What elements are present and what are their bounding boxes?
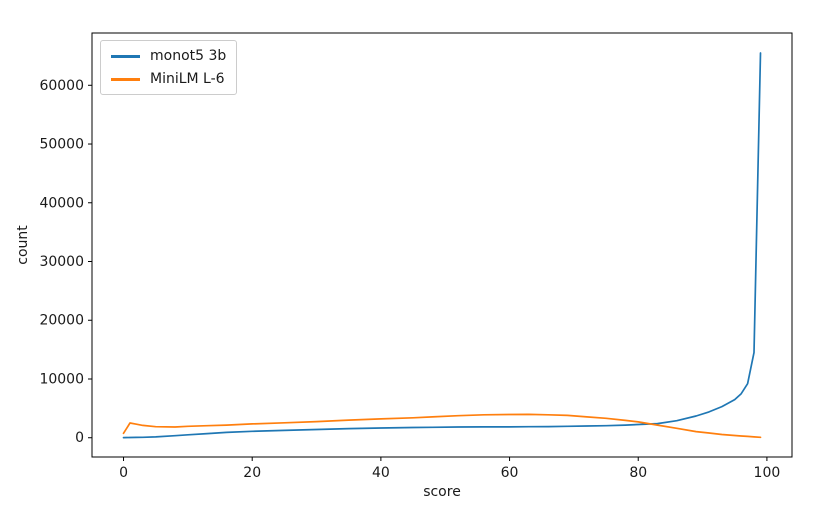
- x-axis-label: score: [423, 484, 461, 500]
- legend-item-monot5-3b: monot5 3b: [111, 48, 226, 64]
- y-axis-label: count: [15, 225, 31, 265]
- y-tick-label: 20000: [39, 313, 84, 329]
- legend-line-swatch-orange: [111, 77, 140, 81]
- y-tick-label: 30000: [39, 254, 84, 270]
- legend: monot5 3b MiniLM L-6: [100, 40, 238, 96]
- plot-area-border: [91, 32, 793, 458]
- y-tick-label: 60000: [39, 78, 84, 94]
- y-tick-label: 0: [75, 430, 84, 446]
- y-axis: 0 10000 20000 30000 40000 50000 60000: [39, 78, 92, 446]
- legend-label: monot5 3b: [150, 48, 227, 64]
- x-tick-label: 60: [501, 465, 519, 481]
- x-tick-label: 40: [372, 465, 390, 481]
- legend-item-minilm-l6: MiniLM L-6: [111, 71, 226, 87]
- y-tick-label: 10000: [39, 371, 84, 387]
- x-tick-label: 80: [629, 465, 647, 481]
- y-tick-label: 40000: [39, 195, 84, 211]
- x-tick-label: 0: [119, 465, 128, 481]
- series-line-1: [122, 52, 762, 439]
- series-lines: [122, 52, 762, 439]
- legend-line-swatch-blue: [111, 54, 140, 58]
- x-tick-label: 20: [243, 465, 261, 481]
- x-axis: 0 20 40 60 80 100: [119, 457, 780, 481]
- series-line-2: [122, 413, 762, 439]
- x-tick-label: 100: [754, 465, 781, 481]
- y-tick-label: 50000: [39, 137, 84, 153]
- legend-label: MiniLM L-6: [150, 71, 225, 88]
